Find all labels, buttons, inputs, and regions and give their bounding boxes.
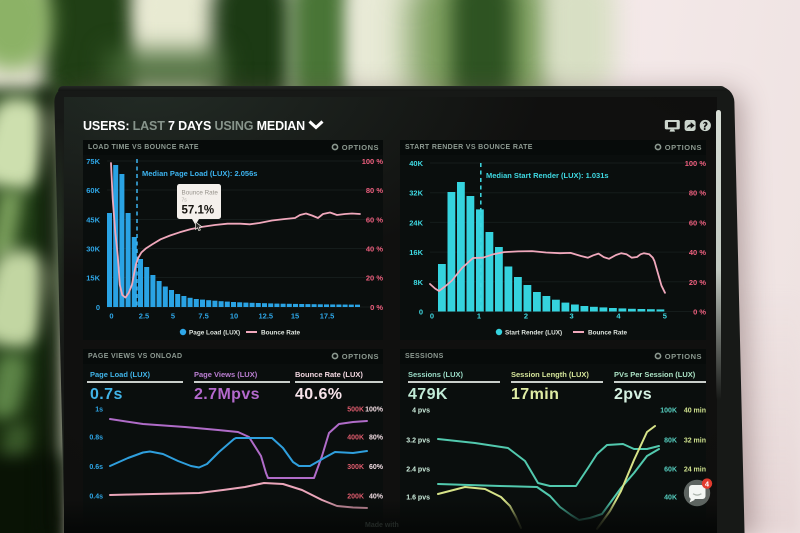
svg-text:24K: 24K — [409, 218, 423, 227]
svg-text:15K: 15K — [86, 274, 100, 283]
svg-text:Page Load (LUX): Page Load (LUX) — [189, 330, 240, 337]
svg-text:30K: 30K — [86, 245, 100, 254]
svg-text:5: 5 — [171, 312, 175, 321]
svg-text:0.8s: 0.8s — [89, 435, 103, 442]
svg-text:1: 1 — [477, 312, 481, 321]
svg-text:17.5: 17.5 — [320, 312, 335, 321]
svg-text:100 %: 100 % — [685, 159, 706, 168]
svg-text:45K: 45K — [86, 216, 100, 225]
svg-text:200K: 200K — [347, 494, 364, 501]
svg-text:100%: 100% — [365, 407, 383, 414]
svg-text:60K: 60K — [86, 186, 100, 195]
svg-text:8K: 8K — [413, 278, 423, 287]
svg-text:4: 4 — [705, 479, 710, 488]
svg-text:4: 4 — [616, 312, 621, 321]
svg-text:32 min: 32 min — [684, 438, 706, 445]
svg-text:0.4s: 0.4s — [89, 494, 103, 501]
svg-text:60%: 60% — [369, 464, 383, 471]
svg-text:80 %: 80 % — [689, 189, 706, 198]
svg-text:Bounce Rate: Bounce Rate — [588, 330, 628, 337]
svg-text:80K: 80K — [664, 438, 677, 445]
svg-text:0: 0 — [96, 303, 100, 312]
svg-text:Start Render (LUX): Start Render (LUX) — [505, 330, 562, 337]
svg-text:2: 2 — [524, 312, 528, 321]
svg-text:40 %: 40 % — [689, 248, 706, 257]
svg-text:Median Page Load (LUX): 2.056s: Median Page Load (LUX): 2.056s — [142, 169, 257, 178]
svg-text:5: 5 — [663, 312, 667, 321]
svg-text:Bounce Rate: Bounce Rate — [182, 190, 219, 197]
svg-text:2.5: 2.5 — [139, 312, 149, 321]
svg-text:60 %: 60 % — [689, 218, 706, 227]
svg-text:0 %: 0 % — [370, 303, 383, 312]
svg-text:20 %: 20 % — [366, 274, 383, 283]
svg-text:3: 3 — [570, 312, 574, 321]
svg-text:40K: 40K — [409, 159, 423, 168]
svg-text:40 %: 40 % — [366, 245, 383, 254]
svg-text:0: 0 — [109, 312, 113, 321]
svg-text:12.5: 12.5 — [258, 312, 273, 321]
svg-text:0.6s: 0.6s — [89, 464, 103, 471]
svg-text:10: 10 — [230, 312, 238, 321]
svg-text:Bounce Rate: Bounce Rate — [261, 330, 301, 337]
svg-text:7s: 7s — [182, 198, 188, 204]
svg-text:100K: 100K — [660, 408, 677, 415]
svg-text:60 %: 60 % — [366, 216, 383, 225]
svg-text:57.1%: 57.1% — [182, 205, 215, 217]
svg-text:16K: 16K — [409, 248, 423, 257]
svg-text:1s: 1s — [95, 407, 103, 414]
svg-text:3.2 pvs: 3.2 pvs — [406, 438, 430, 445]
svg-text:24 min: 24 min — [684, 467, 706, 474]
svg-text:80%: 80% — [369, 435, 383, 442]
svg-text:300K: 300K — [347, 464, 364, 471]
svg-text:32K: 32K — [409, 189, 423, 198]
svg-text:40 min: 40 min — [684, 408, 706, 415]
svg-text:80 %: 80 % — [366, 186, 383, 195]
svg-text:0: 0 — [419, 308, 423, 317]
svg-text:75K: 75K — [86, 157, 100, 166]
svg-text:4 pvs: 4 pvs — [412, 408, 430, 415]
svg-text:40%: 40% — [369, 494, 383, 501]
svg-text:60K: 60K — [664, 467, 677, 474]
svg-text:1.6 pvs: 1.6 pvs — [406, 495, 430, 502]
svg-text:40K: 40K — [664, 495, 677, 502]
svg-text:7.5: 7.5 — [198, 312, 208, 321]
svg-text:Median Start Render (LUX): 1.0: Median Start Render (LUX): 1.031s — [486, 171, 609, 180]
svg-text:2.4 pvs: 2.4 pvs — [406, 467, 430, 474]
svg-text:100 %: 100 % — [362, 157, 383, 166]
svg-text:15: 15 — [291, 312, 299, 321]
svg-text:0 %: 0 % — [693, 308, 706, 317]
svg-text:20 %: 20 % — [689, 278, 706, 287]
svg-text:0: 0 — [430, 312, 434, 321]
svg-text:400K: 400K — [347, 435, 364, 442]
svg-text:500K: 500K — [347, 407, 364, 414]
